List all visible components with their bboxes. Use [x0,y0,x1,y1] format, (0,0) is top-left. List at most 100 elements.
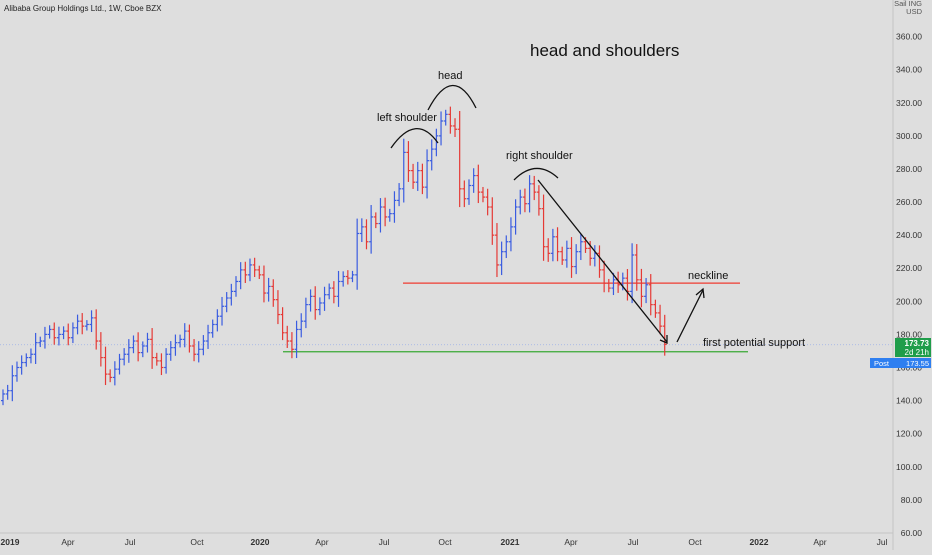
ohlc-bar [513,199,518,235]
ohlc-bar [555,227,560,262]
ohlc-bar [201,335,206,356]
decline-arrow [537,179,668,343]
ohlc-bar [443,109,448,126]
time-tick-label: Apr [315,537,328,547]
ohlc-bar [387,208,392,222]
ohlc-bar [564,240,569,268]
ohlc-bar [103,346,108,386]
ohlc-bar [331,281,336,304]
ohlc-bar [108,369,113,383]
ohlc-bar [425,149,430,199]
ohlc-bar [289,332,294,359]
post-market-badge-bg [870,358,931,368]
ohlc-bar [145,332,150,353]
time-tick-label: 2021 [501,537,520,547]
ohlc-bar [434,128,439,157]
post-market-value: 173.55 [906,359,929,368]
ohlc-bar [327,283,332,300]
time-tick-label: Oct [190,537,204,547]
ohlc-bar [275,290,280,325]
ohlc-bar [303,297,308,329]
ohlc-bar [611,272,616,296]
support-label: first potential support [703,337,805,349]
ohlc-bar [541,194,546,261]
decline-arrowhead [659,335,668,344]
bar-countdown: 2d 21h [905,348,929,357]
currency-label: USD [906,7,922,16]
last-price-value: 173.73 [905,339,930,348]
time-tick-label: Oct [688,537,702,547]
ohlc-bar [257,265,262,280]
ohlc-bar [420,163,425,195]
ohlc-bar [261,265,266,303]
ohlc-bar [476,164,481,204]
neckline-label: neckline [688,270,728,282]
last-price-badge: 173.73 2d 21h [895,338,931,357]
ohlc-bar [154,352,159,366]
ohlc-bar [653,299,658,318]
time-axis[interactable]: 2019 Apr Jul Oct 2020 Apr Jul Oct 2021 Apr Jul Oct 2… [1,537,888,547]
rebound-arrow [676,289,704,343]
ohlc-bar [308,289,313,312]
post-market-badge: Post 173.55 [870,358,931,368]
ohlc-bar [550,228,555,262]
ohlc-bar [294,320,299,359]
ohlc-bar [243,261,248,283]
ohlc-bar [159,353,164,376]
ohlc-bar [383,197,388,227]
ohlc-bar [532,175,537,201]
ohlc-bar [369,205,374,254]
ohlc-bar [504,235,509,259]
price-tick-label: 60.00 [901,528,923,538]
ohlc-bar [192,339,197,362]
ohlc-bar [648,274,653,316]
ohlc-bar [5,384,10,400]
right-shoulder-label: right shoulder [506,150,573,162]
price-tick-label: 200.00 [896,296,922,306]
ohlc-bar [397,183,402,207]
ohlc-bar [373,212,378,229]
price-tick-label: 220.00 [896,263,922,273]
ohlc-bar [98,332,103,367]
ohlc-bar [285,325,290,348]
ohlc-bar [359,218,364,243]
ohlc-bar [336,270,341,307]
head-arc [427,84,477,111]
time-tick-label: Jul [379,537,390,547]
ohlc-bar [536,185,541,216]
price-tick-label: 140.00 [896,396,922,406]
time-tick-label: 2020 [251,537,270,547]
ohlc-bar [625,269,630,301]
time-tick-label: Apr [564,537,577,547]
ohlc-bar [182,323,187,348]
ohlc-bar [252,257,257,278]
time-tick-label: 2022 [750,537,769,547]
price-tick-label: 260.00 [896,197,922,207]
ohlc-bar [471,168,476,193]
ohlc-bar [527,175,532,213]
ohlc-bar [61,326,66,340]
symbol-title: Alibaba Group Holdings Ltd., 1W, Cboe BZ… [4,4,162,13]
price-tick-label: 280.00 [896,164,922,174]
ohlc-bar [10,365,15,402]
ohlc-bar [117,353,122,375]
ohlc-bar [494,223,499,278]
ohlc-bar [341,271,346,287]
ohlc-bar [112,361,117,386]
time-tick-label: Apr [813,537,826,547]
ohlc-bar [485,188,490,216]
time-tick-label: Jul [877,537,888,547]
ohlc-bar [578,233,583,261]
price-tick-label: 320.00 [896,98,922,108]
right-shoulder-arc [513,167,559,181]
ohlc-bar [522,188,527,213]
ohlc-bar [140,341,145,358]
ohlc-bar [406,141,411,182]
time-tick-label: Apr [61,537,74,547]
ohlc-bar [392,191,397,223]
ohlc-bar [457,110,462,208]
ohlc-bar [634,244,639,291]
ohlc-bar [206,324,211,349]
chart-title: head and shoulders [530,41,679,60]
